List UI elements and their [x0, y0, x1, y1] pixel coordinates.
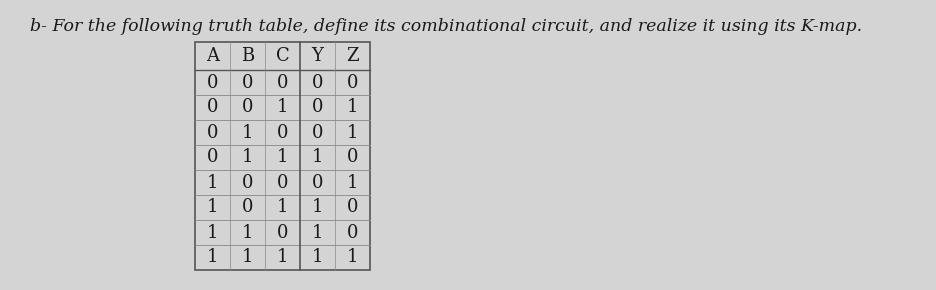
Text: 0: 0 — [241, 99, 253, 117]
Text: 0: 0 — [276, 224, 288, 242]
Text: B: B — [241, 47, 254, 65]
Text: 0: 0 — [276, 73, 288, 92]
Text: 0: 0 — [346, 224, 358, 242]
Text: 1: 1 — [207, 173, 218, 191]
Text: 0: 0 — [241, 173, 253, 191]
Text: 1: 1 — [312, 249, 323, 267]
Text: 1: 1 — [241, 124, 253, 142]
Text: 1: 1 — [312, 148, 323, 166]
Text: 1: 1 — [276, 148, 288, 166]
Text: Z: Z — [345, 47, 358, 65]
Text: 0: 0 — [346, 148, 358, 166]
Text: Y: Y — [312, 47, 323, 65]
Text: 1: 1 — [312, 224, 323, 242]
Text: C: C — [275, 47, 289, 65]
Text: 0: 0 — [312, 124, 323, 142]
Text: b- For the following truth table, define its combinational circuit, and realize : b- For the following truth table, define… — [30, 18, 861, 35]
Text: 0: 0 — [312, 173, 323, 191]
Text: 1: 1 — [207, 198, 218, 217]
Text: 0: 0 — [312, 99, 323, 117]
Text: 1: 1 — [207, 224, 218, 242]
Text: 0: 0 — [207, 99, 218, 117]
Text: 1: 1 — [346, 249, 358, 267]
Text: 1: 1 — [276, 249, 288, 267]
Text: 0: 0 — [207, 73, 218, 92]
Bar — [195, 42, 370, 270]
Text: A: A — [206, 47, 219, 65]
Text: 0: 0 — [276, 124, 288, 142]
Text: 0: 0 — [207, 148, 218, 166]
Text: 1: 1 — [241, 224, 253, 242]
Text: 1: 1 — [241, 148, 253, 166]
Text: 0: 0 — [346, 73, 358, 92]
Text: 1: 1 — [276, 198, 288, 217]
Text: 1: 1 — [207, 249, 218, 267]
Text: 1: 1 — [312, 198, 323, 217]
Text: 1: 1 — [241, 249, 253, 267]
Text: 1: 1 — [346, 173, 358, 191]
Text: 1: 1 — [346, 124, 358, 142]
Text: 1: 1 — [276, 99, 288, 117]
Text: 0: 0 — [241, 198, 253, 217]
Text: 0: 0 — [312, 73, 323, 92]
Text: 0: 0 — [207, 124, 218, 142]
Text: 1: 1 — [346, 99, 358, 117]
Text: 0: 0 — [276, 173, 288, 191]
Text: 0: 0 — [346, 198, 358, 217]
Text: 0: 0 — [241, 73, 253, 92]
